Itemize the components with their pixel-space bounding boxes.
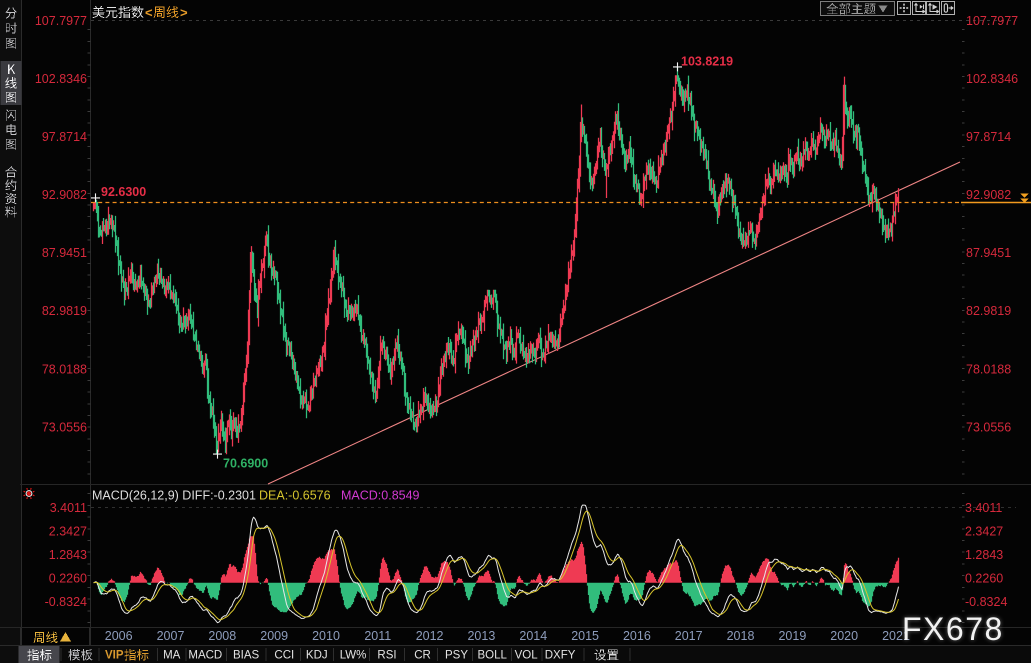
svg-text:70.6900: 70.6900	[223, 457, 268, 471]
svg-text:103.8219: 103.8219	[681, 55, 733, 69]
svg-text:2016: 2016	[623, 629, 651, 643]
svg-text:107.7977: 107.7977	[35, 14, 87, 28]
svg-text:2021: 2021	[882, 629, 910, 643]
svg-text:92.9082: 92.9082	[42, 188, 87, 202]
svg-text:2011: 2011	[364, 629, 391, 643]
svg-text:82.9819: 82.9819	[42, 304, 87, 318]
svg-text:0.2260: 0.2260	[965, 572, 1003, 586]
svg-text:FX678: FX678	[902, 611, 1004, 647]
svg-text:<: <	[145, 5, 153, 20]
svg-text:1.2843: 1.2843	[49, 548, 87, 562]
svg-text:0.2260: 0.2260	[49, 572, 87, 586]
svg-text:-0.8324: -0.8324	[965, 595, 1007, 609]
svg-text:102.8346: 102.8346	[35, 72, 87, 86]
svg-text:KDJ: KDJ	[306, 650, 328, 662]
svg-text:2.3427: 2.3427	[965, 525, 1003, 539]
svg-text:2017: 2017	[675, 629, 703, 643]
svg-text:78.0188: 78.0188	[966, 362, 1011, 376]
svg-text:CCI: CCI	[274, 650, 294, 662]
svg-text:>: >	[180, 5, 188, 20]
svg-text:3.4011: 3.4011	[50, 501, 87, 515]
svg-text:DXFY: DXFY	[545, 650, 576, 662]
svg-text:2020: 2020	[830, 629, 858, 643]
svg-text:MACD(26,12,9) DIFF:-0.2301: MACD(26,12,9) DIFF:-0.2301	[92, 489, 256, 503]
svg-text:3.4011: 3.4011	[965, 501, 1002, 515]
svg-text:92.9082: 92.9082	[966, 188, 1011, 202]
svg-text:BOLL: BOLL	[477, 650, 507, 662]
svg-text:87.9451: 87.9451	[966, 246, 1011, 260]
svg-text:82.9819: 82.9819	[966, 304, 1011, 318]
svg-text:FX678: FX678	[902, 611, 1004, 647]
svg-text:DEA:-0.6576: DEA:-0.6576	[259, 489, 331, 503]
svg-text:LW%: LW%	[340, 650, 367, 662]
svg-text:97.8714: 97.8714	[966, 130, 1011, 144]
svg-text:VIP: VIP	[105, 650, 124, 662]
svg-text:73.0556: 73.0556	[42, 420, 87, 434]
svg-text:VOL: VOL	[515, 650, 539, 662]
svg-text:RSI: RSI	[377, 650, 396, 662]
svg-text:87.9451: 87.9451	[42, 246, 87, 260]
svg-text:2014: 2014	[519, 629, 547, 643]
svg-text:2007: 2007	[157, 629, 185, 643]
svg-text:MA: MA	[163, 650, 181, 662]
svg-text:BIAS: BIAS	[233, 650, 260, 662]
svg-text:2009: 2009	[260, 629, 288, 643]
svg-text:73.0556: 73.0556	[966, 420, 1011, 434]
svg-text:78.0188: 78.0188	[42, 362, 87, 376]
svg-text:-0.8324: -0.8324	[45, 595, 87, 609]
svg-text:2013: 2013	[467, 629, 495, 643]
svg-text:2008: 2008	[208, 629, 236, 643]
svg-text:2006: 2006	[105, 629, 133, 643]
svg-text:2.3427: 2.3427	[49, 525, 87, 539]
svg-text:2018: 2018	[727, 629, 755, 643]
svg-text:107.7977: 107.7977	[966, 14, 1018, 28]
svg-text:1.2843: 1.2843	[965, 548, 1003, 562]
svg-text:97.8714: 97.8714	[42, 130, 87, 144]
svg-text:PSY: PSY	[445, 650, 468, 662]
svg-text:2010: 2010	[312, 629, 340, 643]
svg-text:2015: 2015	[571, 629, 599, 643]
svg-text:CR: CR	[414, 650, 431, 662]
svg-text:2012: 2012	[416, 629, 444, 643]
svg-text:MACD: MACD	[188, 650, 222, 662]
svg-text:92.6300: 92.6300	[101, 185, 146, 199]
svg-text:2019: 2019	[778, 629, 806, 643]
svg-text:MACD:0.8549: MACD:0.8549	[341, 489, 420, 503]
svg-text:102.8346: 102.8346	[966, 72, 1018, 86]
